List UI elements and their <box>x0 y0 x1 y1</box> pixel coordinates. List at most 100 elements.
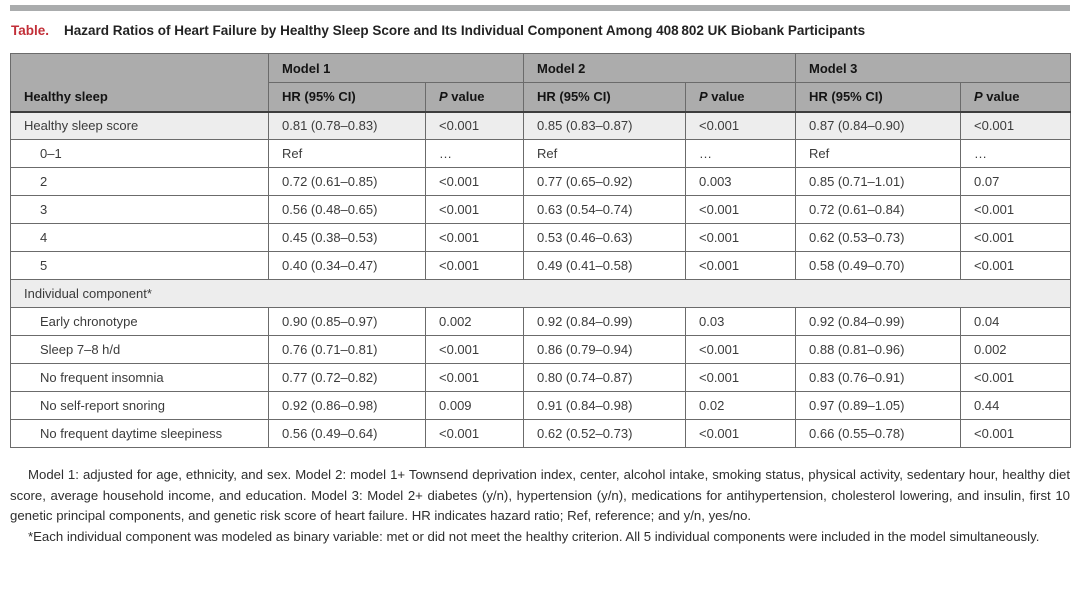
section-row-individual-component: Individual component* <box>10 279 1071 308</box>
cell-m1-p: <0.001 <box>425 363 524 392</box>
table-row-score-3: 3 0.56 (0.48–0.65) <0.001 0.63 (0.54–0.7… <box>10 195 1071 224</box>
row-label: No self-report snoring <box>10 391 269 420</box>
footnotes: Model 1: adjusted for age, ethnicity, an… <box>10 465 1070 547</box>
model-header-row: Healthy sleep Model 1 Model 2 Model 3 <box>10 53 1071 112</box>
table-row-no-snoring: No self-report snoring 0.92 (0.86–0.98) … <box>10 391 1071 420</box>
cell-m3-p: <0.001 <box>960 419 1071 448</box>
cell-m2-hr: 0.49 (0.41–0.58) <box>523 251 686 280</box>
p-italic: P <box>699 89 708 105</box>
table-row-sleep-7-8: Sleep 7–8 h/d 0.76 (0.71–0.81) <0.001 0.… <box>10 335 1071 364</box>
cell-m3-hr: 0.97 (0.89–1.05) <box>795 391 961 420</box>
row-label: 3 <box>10 195 269 224</box>
page: Table. Hazard Ratios of Heart Failure by … <box>0 5 1080 547</box>
hazard-ratios-table: Healthy sleep Model 1 Model 2 Model 3 HR… <box>10 53 1071 448</box>
cell-m1-hr: 0.56 (0.49–0.64) <box>268 419 426 448</box>
cell-m1-p: <0.001 <box>425 195 524 224</box>
row-label: Healthy sleep score <box>10 111 269 140</box>
model-2-header: Model 2 <box>523 53 796 83</box>
cell-m1-hr: 0.90 (0.85–0.97) <box>268 307 426 336</box>
cell-m3-hr: 0.88 (0.81–0.96) <box>795 335 961 364</box>
cell-m2-hr: 0.85 (0.83–0.87) <box>523 111 686 140</box>
cell-m1-p: 0.002 <box>425 307 524 336</box>
row-label: Sleep 7–8 h/d <box>10 335 269 364</box>
table-header: Healthy sleep Model 1 Model 2 Model 3 HR… <box>10 53 1071 112</box>
m2-p-header: P value <box>685 82 796 112</box>
cell-m2-p: <0.001 <box>685 363 796 392</box>
table-row-no-frequent-insomnia: No frequent insomnia 0.77 (0.72–0.82) <0… <box>10 363 1071 392</box>
cell-m2-p: <0.001 <box>685 251 796 280</box>
cell-m2-p: 0.003 <box>685 167 796 196</box>
cell-m1-hr: 0.76 (0.71–0.81) <box>268 335 426 364</box>
p-italic: P <box>974 89 983 105</box>
cell-m3-p: <0.001 <box>960 251 1071 280</box>
p-rest: value <box>447 89 485 105</box>
m3-p-header: P value <box>960 82 1071 112</box>
cell-m3-p: <0.001 <box>960 363 1071 392</box>
cell-m2-hr: 0.92 (0.84–0.99) <box>523 307 686 336</box>
cell-m1-hr: 0.72 (0.61–0.85) <box>268 167 426 196</box>
cell-m3-p: <0.001 <box>960 195 1071 224</box>
row-label: No frequent daytime sleepiness <box>10 419 269 448</box>
cell-m3-p: <0.001 <box>960 223 1071 252</box>
cell-m3-hr: 0.83 (0.76–0.91) <box>795 363 961 392</box>
m1-hr-header: HR (95% CI) <box>268 82 426 112</box>
footnote-individual-component: *Each individual component was modeled a… <box>28 528 1040 544</box>
cell-m3-hr: 0.85 (0.71–1.01) <box>795 167 961 196</box>
top-rule-divider <box>10 5 1070 11</box>
m3-hr-header: HR (95% CI) <box>795 82 961 112</box>
row-label: Early chronotype <box>10 307 269 336</box>
cell-m3-hr: 0.66 (0.55–0.78) <box>795 419 961 448</box>
cell-m2-p: <0.001 <box>685 419 796 448</box>
model-1-header: Model 1 <box>268 53 524 83</box>
model-3-header: Model 3 <box>795 53 1071 83</box>
cell-m2-hr: Ref <box>523 139 686 168</box>
cell-m3-p: 0.07 <box>960 167 1071 196</box>
cell-m3-hr: 0.62 (0.53–0.73) <box>795 223 961 252</box>
cell-m1-p: <0.001 <box>425 335 524 364</box>
table-row-healthy-sleep-score: Healthy sleep score 0.81 (0.78–0.83) <0.… <box>10 111 1071 140</box>
cell-m2-hr: 0.91 (0.84–0.98) <box>523 391 686 420</box>
cell-m2-p: <0.001 <box>685 111 796 140</box>
m2-hr-header: HR (95% CI) <box>523 82 686 112</box>
cell-m1-hr: 0.40 (0.34–0.47) <box>268 251 426 280</box>
table-row-score-5: 5 0.40 (0.34–0.47) <0.001 0.49 (0.41–0.5… <box>10 251 1071 280</box>
stub-header: Healthy sleep <box>10 53 269 112</box>
row-label: 5 <box>10 251 269 280</box>
cell-m2-p: <0.001 <box>685 335 796 364</box>
row-label: 4 <box>10 223 269 252</box>
cell-m2-hr: 0.62 (0.52–0.73) <box>523 419 686 448</box>
cell-m1-p: <0.001 <box>425 419 524 448</box>
cell-m1-hr: 0.77 (0.72–0.82) <box>268 363 426 392</box>
cell-m1-p: … <box>425 139 524 168</box>
cell-m3-hr: 0.58 (0.49–0.70) <box>795 251 961 280</box>
cell-m1-hr: 0.45 (0.38–0.53) <box>268 223 426 252</box>
cell-m1-hr: 0.81 (0.78–0.83) <box>268 111 426 140</box>
cell-m3-p: 0.04 <box>960 307 1071 336</box>
cell-m1-p: <0.001 <box>425 111 524 140</box>
cell-m2-p: 0.02 <box>685 391 796 420</box>
cell-m1-p: <0.001 <box>425 167 524 196</box>
row-label: No frequent insomnia <box>10 363 269 392</box>
m1-p-header: P value <box>425 82 524 112</box>
cell-m2-p: … <box>685 139 796 168</box>
table-row-score-2: 2 0.72 (0.61–0.85) <0.001 0.77 (0.65–0.9… <box>10 167 1071 196</box>
cell-m3-hr: 0.92 (0.84–0.99) <box>795 307 961 336</box>
cell-m3-p: … <box>960 139 1071 168</box>
cell-m3-p: 0.002 <box>960 335 1071 364</box>
cell-m1-hr: 0.92 (0.86–0.98) <box>268 391 426 420</box>
p-rest: value <box>707 89 745 105</box>
cell-m3-hr: 0.87 (0.84–0.90) <box>795 111 961 140</box>
cell-m1-p: <0.001 <box>425 251 524 280</box>
cell-m3-p: 0.44 <box>960 391 1071 420</box>
table-caption-text: Hazard Ratios of Heart Failure by Health… <box>64 23 866 38</box>
table-row-no-daytime-sleepiness: No frequent daytime sleepiness 0.56 (0.4… <box>10 419 1071 448</box>
cell-m2-hr: 0.86 (0.79–0.94) <box>523 335 686 364</box>
sub-header-row: HR (95% CI) P value HR (95% CI) P value … <box>11 82 1071 112</box>
cell-m3-p: <0.001 <box>960 111 1071 140</box>
footnote-model-definitions: Model 1: adjusted for age, ethnicity, an… <box>10 467 1070 523</box>
table-body: Healthy sleep score 0.81 (0.78–0.83) <0.… <box>10 111 1071 448</box>
table-caption: Table. Hazard Ratios of Heart Failure by … <box>11 21 1070 40</box>
cell-m2-hr: 0.80 (0.74–0.87) <box>523 363 686 392</box>
cell-m3-hr: 0.72 (0.61–0.84) <box>795 195 961 224</box>
row-label: 2 <box>10 167 269 196</box>
